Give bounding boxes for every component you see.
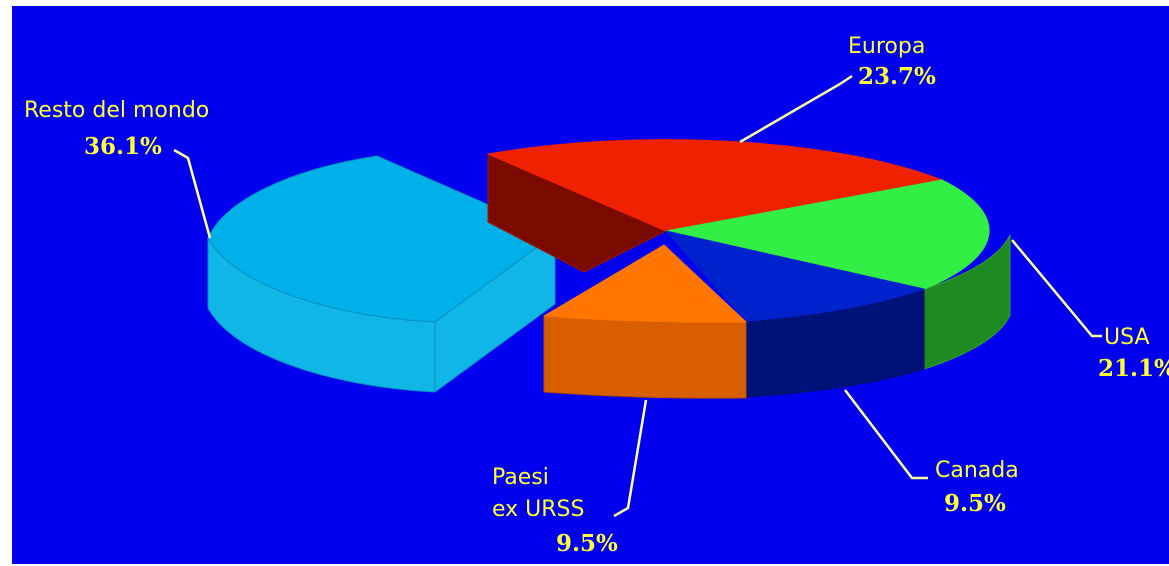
value-canada: 9.5% xyxy=(944,490,1006,517)
leader-line-usa xyxy=(1011,239,1102,338)
value-paesi-ex-urss: 9.5% xyxy=(556,530,618,557)
leader-line-resto-del-mondo xyxy=(173,148,212,239)
value-resto-del-mondo: 36.1% xyxy=(84,133,162,160)
leader-line-paesi-ex-urss xyxy=(613,399,648,518)
slice-usa xyxy=(665,179,1011,370)
slice-resto-del-mondo xyxy=(207,155,556,393)
value-europa: 23.7% xyxy=(858,63,936,90)
label-europa: Europa xyxy=(848,34,925,59)
label-paesi-line-2: ex URSS xyxy=(492,497,584,522)
slice-europa xyxy=(487,139,943,273)
slice-side xyxy=(543,315,747,399)
label-paesi-line-1: Paesi xyxy=(492,465,549,490)
leader-line-canada xyxy=(844,389,928,480)
slice-top xyxy=(665,179,990,290)
label-resto-del-mondo: Resto del mondo xyxy=(24,98,209,123)
slice-canada xyxy=(665,230,925,398)
label-usa: USA xyxy=(1104,325,1150,350)
slice-top xyxy=(665,230,925,322)
slice-top xyxy=(207,155,556,323)
leader-line-europa xyxy=(739,74,853,144)
label-canada: Canada xyxy=(935,458,1019,483)
slice-paesi-ex-urss xyxy=(543,244,747,399)
slice-top xyxy=(487,139,943,232)
slice-top xyxy=(543,244,747,323)
value-usa: 21.1% xyxy=(1098,355,1169,382)
